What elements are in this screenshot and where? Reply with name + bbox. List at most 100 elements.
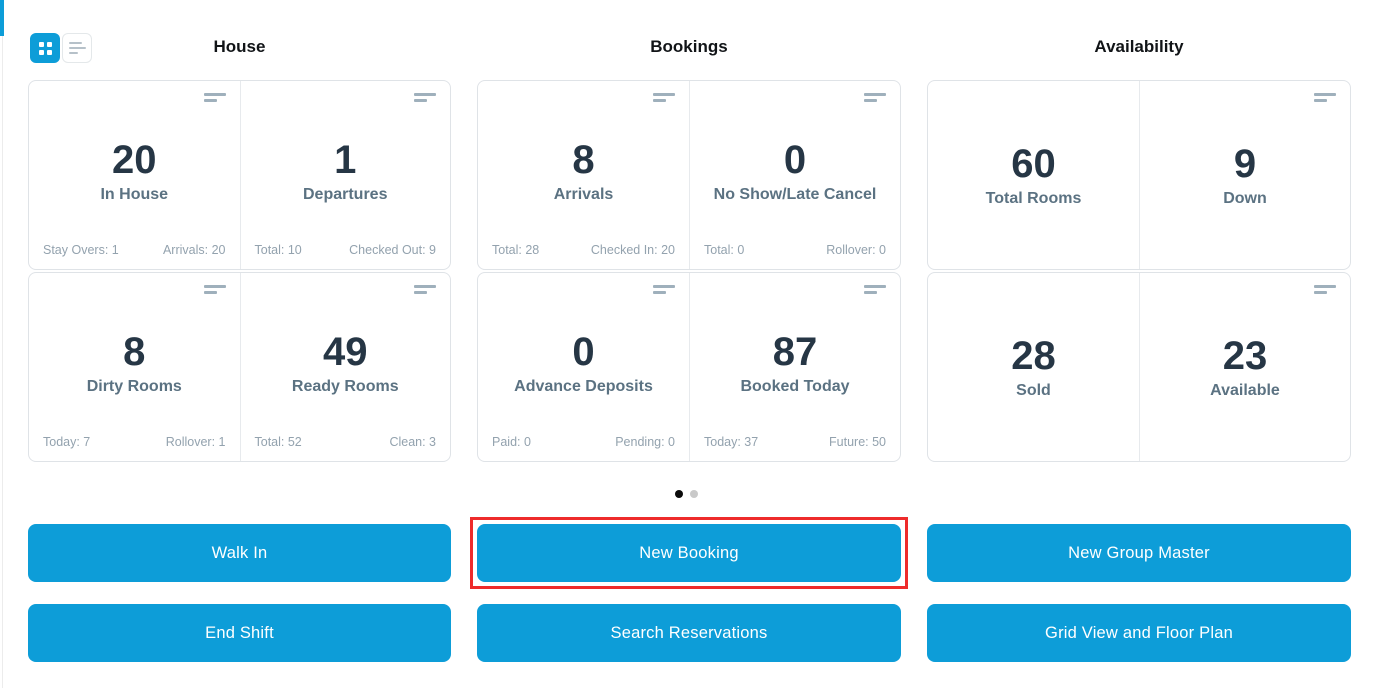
stat-label: Total Rooms <box>985 190 1082 207</box>
stat-tile-total-rooms[interactable]: 60 Total Rooms <box>928 81 1139 269</box>
stat-tile-dirty-rooms[interactable]: 8 Dirty Rooms Today: 7 Rollover: 1 <box>29 273 240 461</box>
stat-tile-no-show-late-cancel[interactable]: 0 No Show/Late Cancel Total: 0 Rollover: 0 <box>689 81 900 269</box>
stat-group-bookings: 8 Arrivals Total: 28 Checked In: 20 0 No Show… <box>477 80 901 462</box>
stat-groups: 20 In House Stay Overs: 1 Arrivals: 20 1 Depa… <box>28 80 1351 462</box>
carousel-dot-1[interactable] <box>675 490 683 498</box>
stat-tile-icon-row <box>255 81 436 107</box>
new-group-master-button[interactable]: New Group Master <box>927 524 1351 582</box>
card-menu-icon[interactable] <box>864 283 886 296</box>
stat-tile-footer: Today: 7 Rollover: 1 <box>43 435 226 461</box>
stat-tile-booked-today[interactable]: 87 Booked Today Today: 37 Future: 50 <box>689 273 900 461</box>
stat-group-availability: 60 Total Rooms 9 Down 28 Sold 23 Available <box>927 80 1351 462</box>
stat-footer-right: Rollover: 0 <box>826 243 886 257</box>
card-menu-icon[interactable] <box>1314 91 1336 104</box>
card-menu-icon[interactable] <box>1314 283 1336 296</box>
stat-footer-left: Total: 52 <box>254 435 302 449</box>
card-menu-icon[interactable] <box>653 91 675 104</box>
stat-tile-footer <box>942 444 1125 461</box>
stat-label: No Show/Late Cancel <box>713 185 877 203</box>
card-menu-icon[interactable] <box>414 91 436 104</box>
stat-footer-left: Paid: 0 <box>492 435 531 449</box>
end-shift-button[interactable]: End Shift <box>28 604 451 662</box>
grid-icon <box>38 41 52 55</box>
stat-label: Booked Today <box>740 377 850 395</box>
stat-footer-left: Total: 10 <box>254 243 302 257</box>
grid-view-and-floor-plan-button[interactable]: Grid View and Floor Plan <box>927 604 1351 662</box>
stat-tile-icon-row <box>43 273 226 299</box>
stat-footer-right: Checked Out: 9 <box>349 243 436 257</box>
stat-tile-footer <box>1154 444 1336 461</box>
stat-value: 49 <box>323 329 368 374</box>
stat-footer-left: Stay Overs: 1 <box>43 243 119 257</box>
section-titles-row: House Bookings Availability <box>28 30 1351 64</box>
action-buttons: Walk In New Booking New Group Master End Sh… <box>28 517 1351 662</box>
stat-tile-advance-deposits[interactable]: 0 Advance Deposits Paid: 0 Pending: 0 <box>478 273 689 461</box>
stat-label: Ready Rooms <box>291 377 399 395</box>
stat-value: 0 <box>572 329 595 374</box>
search-reservations-button[interactable]: Search Reservations <box>477 604 901 662</box>
stat-tile-center: 0 Advance Deposits <box>492 299 675 435</box>
stat-tile-center: 49 Ready Rooms <box>255 299 437 435</box>
stat-tile-sold[interactable]: 28 Sold <box>928 273 1139 461</box>
stat-tile-footer: Stay Overs: 1 Arrivals: 20 <box>43 243 226 269</box>
stat-label: Available <box>1210 382 1280 399</box>
stat-label: Sold <box>1016 382 1051 399</box>
stat-tile-in-house[interactable]: 20 In House Stay Overs: 1 Arrivals: 20 <box>29 81 240 269</box>
left-edge-divider <box>2 0 3 688</box>
stat-row-card: 0 Advance Deposits Paid: 0 Pending: 0 87 Book… <box>477 272 901 462</box>
stat-footer-left: Today: 7 <box>43 435 91 449</box>
stat-tile-icon-row <box>43 81 226 107</box>
section-title-availability: Availability <box>1094 37 1184 56</box>
stat-tile-icon-row <box>1154 273 1336 299</box>
stat-tile-icon-row <box>704 81 886 107</box>
stat-value: 20 <box>112 137 157 182</box>
stat-footer-left: Total: 0 <box>704 243 745 257</box>
grid-view-toggle-button[interactable] <box>30 33 60 63</box>
stat-tile-icon-row <box>255 273 436 299</box>
stat-tile-center: 8 Dirty Rooms <box>43 299 226 435</box>
stat-tile-center: 8 Arrivals <box>492 107 675 243</box>
stat-tile-icon-row <box>492 273 675 299</box>
stat-tile-down[interactable]: 9 Down <box>1139 81 1350 269</box>
carousel-dot-2[interactable] <box>690 490 698 498</box>
stat-tile-icon-row <box>942 81 1125 107</box>
stat-tile-arrivals[interactable]: 8 Arrivals Total: 28 Checked In: 20 <box>478 81 689 269</box>
card-menu-icon[interactable] <box>653 283 675 296</box>
stat-tile-icon-row <box>1154 81 1336 107</box>
stat-tile-center: 20 In House <box>43 107 226 243</box>
stat-group-house: 20 In House Stay Overs: 1 Arrivals: 20 1 Depa… <box>28 80 451 462</box>
stat-label: Advance Deposits <box>514 377 653 395</box>
card-menu-icon[interactable] <box>203 91 226 104</box>
list-view-toggle-button[interactable] <box>62 33 92 63</box>
card-menu-icon[interactable] <box>864 91 886 104</box>
card-menu-icon[interactable] <box>414 283 436 296</box>
card-menu-icon[interactable] <box>203 283 226 296</box>
highlight-ring-new-booking: New Booking <box>470 517 908 589</box>
stat-value: 1 <box>334 137 357 182</box>
stat-tile-center: 60 Total Rooms <box>942 107 1125 252</box>
new-booking-button[interactable]: New Booking <box>477 524 901 582</box>
stat-tile-departures[interactable]: 1 Departures Total: 10 Checked Out: 9 <box>239 81 451 269</box>
stat-label: Down <box>1223 190 1267 207</box>
stat-tile-available[interactable]: 23 Available <box>1139 273 1350 461</box>
stat-tile-ready-rooms[interactable]: 49 Ready Rooms Total: 52 Clean: 3 <box>239 273 451 461</box>
stat-value: 60 <box>1011 142 1056 186</box>
stat-label: Dirty Rooms <box>86 377 182 395</box>
stat-footer-right: Checked In: 20 <box>590 243 675 257</box>
action-button-wrap: New Group Master <box>927 524 1351 582</box>
stat-tile-footer: Paid: 0 Pending: 0 <box>492 435 675 461</box>
stat-value: 23 <box>1222 334 1268 378</box>
action-button-wrap: End Shift <box>28 604 451 662</box>
left-edge-accent-bar <box>0 0 4 36</box>
stat-value: 0 <box>783 137 807 182</box>
stat-footer-right: Future: 50 <box>829 435 886 449</box>
stat-value: 8 <box>572 137 595 182</box>
stat-footer-right: Arrivals: 20 <box>162 243 226 257</box>
stat-tile-center: 87 Booked Today <box>704 299 886 435</box>
walk-in-button[interactable]: Walk In <box>28 524 451 582</box>
stat-tile-center: 0 No Show/Late Cancel <box>704 107 886 243</box>
stat-row-card: 8 Dirty Rooms Today: 7 Rollover: 1 49 Ready R… <box>28 272 451 462</box>
stat-tile-footer: Today: 37 Future: 50 <box>704 435 886 461</box>
stat-tile-icon-row <box>704 273 886 299</box>
